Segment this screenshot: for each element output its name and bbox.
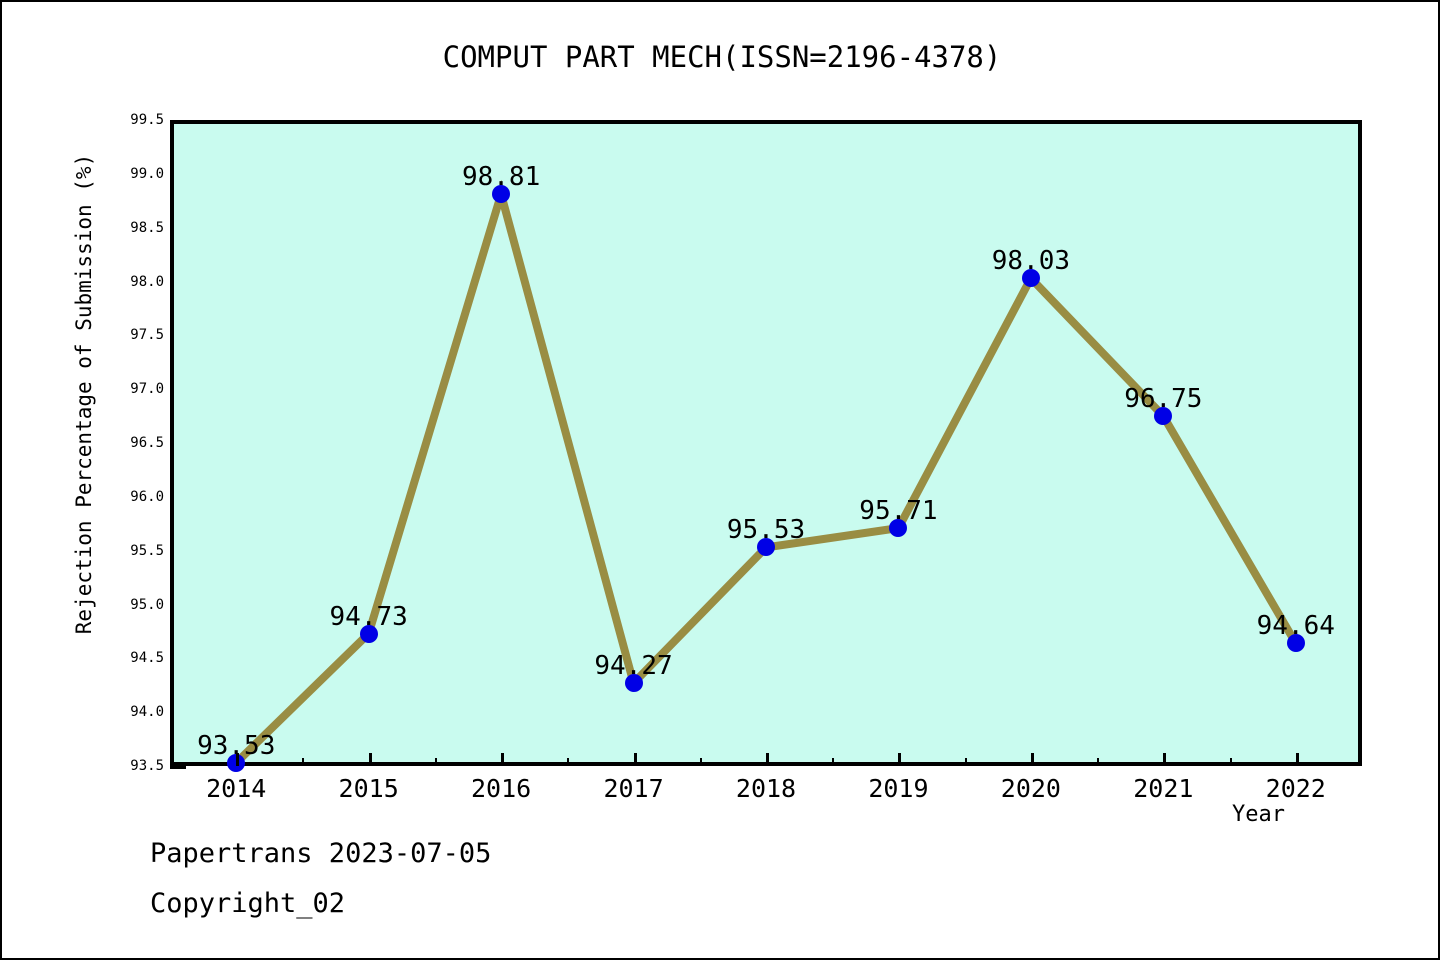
data-point-marker[interactable] — [492, 185, 511, 204]
y-axis-major-tick — [170, 766, 186, 769]
x-axis-minor-tick — [302, 758, 305, 766]
data-point-label: 98.03 — [991, 246, 1071, 277]
data-point-marker[interactable] — [889, 519, 908, 538]
y-axis-tick-label: 93.5 — [130, 758, 164, 774]
x-axis-tick-label: 2017 — [603, 774, 664, 803]
x-axis-tick-label: 2016 — [471, 774, 532, 803]
x-axis-major-tick — [1295, 753, 1299, 766]
x-axis-tick-label: 2021 — [1133, 774, 1194, 803]
data-point-label: 94.73 — [329, 601, 408, 632]
data-point-label: 93.53 — [197, 730, 276, 761]
footer-source-line: Papertrans 2023-07-05 — [150, 838, 492, 869]
plot-area — [170, 120, 1362, 766]
chart-title: COMPUT PART MECH(ISSN=2196-4378) — [442, 40, 1002, 74]
x-axis-tick-label: 2020 — [1000, 774, 1061, 803]
x-axis-tick-label: 2014 — [206, 774, 267, 803]
data-point-marker[interactable] — [359, 624, 378, 643]
data-point-label: 94.64 — [1256, 611, 1335, 642]
x-axis-tick-label: 2022 — [1265, 774, 1326, 803]
x-axis-tick-label: 2018 — [735, 774, 797, 803]
y-axis-tick-label: 99.5 — [130, 112, 164, 128]
data-point-marker[interactable] — [624, 674, 643, 693]
y-axis-tick-label: 98.0 — [130, 273, 164, 290]
y-axis-tick-labels: 99.5 99.0 98.5 98.0 97.5 97.0 96.5 96.0 95.5 95.0… — [102, 113, 164, 773]
plot-content — [170, 120, 1362, 772]
x-axis-major-tick — [766, 753, 769, 766]
x-axis-minor-tick — [964, 758, 967, 766]
x-axis-major-tick — [898, 753, 902, 766]
y-axis-tick-label: 94.0 — [130, 704, 164, 721]
x-axis-major-tick — [236, 753, 240, 766]
y-axis-title: Rejection Percentage of Submission (%) — [72, 153, 96, 635]
x-axis-major-tick — [1163, 753, 1167, 766]
x-axis-title: Year — [1232, 802, 1285, 827]
x-axis-tick-label: 2015 — [338, 774, 399, 803]
x-axis-major-tick — [368, 753, 372, 766]
y-axis-tick-label: 96.5 — [130, 435, 164, 451]
data-point-marker[interactable] — [757, 538, 775, 557]
y-axis-tick-label: 97.5 — [130, 327, 164, 344]
y-axis-tick-label: 95.5 — [130, 542, 164, 559]
x-axis-tick-label: 2019 — [868, 774, 929, 803]
data-point-marker[interactable] — [1286, 634, 1305, 653]
x-axis-major-tick — [1030, 753, 1034, 766]
data-point-label: 98.81 — [461, 162, 541, 193]
y-axis-tick-label: 98.5 — [130, 219, 164, 236]
data-point-marker[interactable] — [1021, 269, 1040, 288]
y-axis-tick-label: 96.0 — [130, 488, 164, 505]
data-point-label: 96.75 — [1124, 384, 1203, 415]
y-axis-tick-label: 99.0 — [130, 165, 164, 182]
data-point-labels: 93.53 94.73 98.81 94.27 95.53 95.71 98.03 96.75… — [170, 120, 1362, 766]
data-point-label: 95.53 — [726, 515, 806, 546]
x-axis-minor-tick — [1097, 758, 1100, 766]
x-axis-minor-tick — [832, 758, 835, 766]
x-axis-major-tick — [501, 753, 505, 766]
y-axis-tick-label: 94.5 — [130, 650, 164, 667]
x-axis-ticks — [170, 120, 1362, 766]
footer-copyright-line: Copyright_02 — [150, 888, 346, 919]
x-axis-minor-tick — [434, 758, 437, 766]
y-axis-tick-label: 95.0 — [130, 596, 164, 613]
data-point-label: 95.71 — [859, 496, 938, 527]
y-axis-tick-label: 97.0 — [130, 381, 164, 398]
x-axis-minor-tick — [699, 758, 702, 766]
x-axis-major-tick — [633, 753, 637, 766]
data-point-label: 94.27 — [594, 651, 673, 682]
data-point-marker[interactable] — [1154, 407, 1173, 426]
x-axis-minor-tick — [567, 758, 570, 766]
x-axis-minor-tick — [1229, 758, 1232, 766]
